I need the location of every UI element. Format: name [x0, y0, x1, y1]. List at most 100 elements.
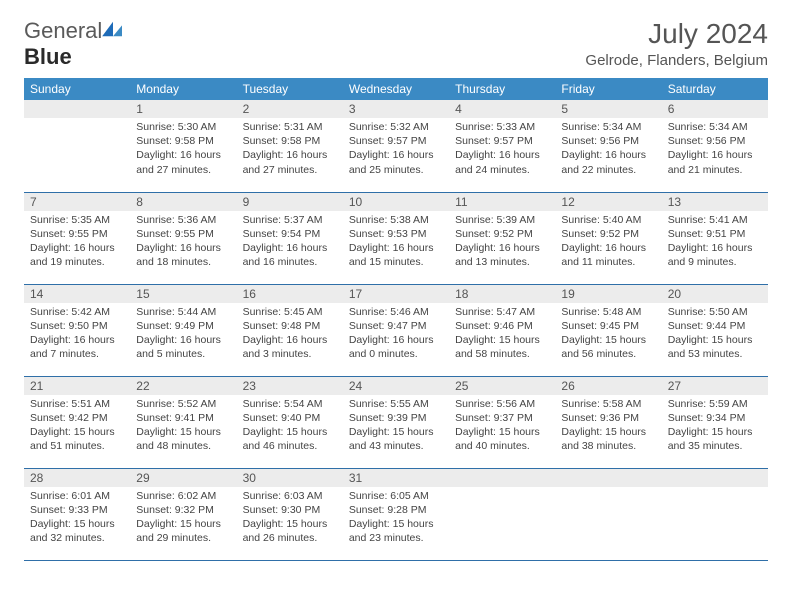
- sunrise-line: Sunrise: 5:40 AM: [561, 213, 655, 227]
- calendar-cell: 5Sunrise: 5:34 AMSunset: 9:56 PMDaylight…: [555, 100, 661, 192]
- day-body: Sunrise: 6:02 AMSunset: 9:32 PMDaylight:…: [130, 487, 236, 550]
- day-number: 8: [130, 193, 236, 211]
- weekday-header: Tuesday: [237, 78, 343, 100]
- day-body: Sunrise: 5:47 AMSunset: 9:46 PMDaylight:…: [449, 303, 555, 366]
- day-number: 29: [130, 469, 236, 487]
- day-body: Sunrise: 5:44 AMSunset: 9:49 PMDaylight:…: [130, 303, 236, 366]
- sunset-line: Sunset: 9:56 PM: [561, 134, 655, 148]
- title-block: July 2024 Gelrode, Flanders, Belgium: [585, 18, 768, 69]
- calendar-row: 1Sunrise: 5:30 AMSunset: 9:58 PMDaylight…: [24, 100, 768, 192]
- day-body: Sunrise: 5:52 AMSunset: 9:41 PMDaylight:…: [130, 395, 236, 458]
- day-number: 16: [237, 285, 343, 303]
- sunrise-line: Sunrise: 5:35 AM: [30, 213, 124, 227]
- sunset-line: Sunset: 9:47 PM: [349, 319, 443, 333]
- daylight-line: Daylight: 15 hours and 40 minutes.: [455, 425, 549, 453]
- sunset-line: Sunset: 9:55 PM: [30, 227, 124, 241]
- sunrise-line: Sunrise: 5:31 AM: [243, 120, 337, 134]
- location-text: Gelrode, Flanders, Belgium: [585, 52, 768, 69]
- sunset-line: Sunset: 9:32 PM: [136, 503, 230, 517]
- day-number: 13: [662, 193, 768, 211]
- day-number: 27: [662, 377, 768, 395]
- brand-logo: General Blue: [24, 18, 124, 70]
- day-number: 6: [662, 100, 768, 118]
- sunrise-line: Sunrise: 5:52 AM: [136, 397, 230, 411]
- daylight-line: Daylight: 15 hours and 46 minutes.: [243, 425, 337, 453]
- sunrise-line: Sunrise: 5:42 AM: [30, 305, 124, 319]
- sunrise-line: Sunrise: 5:37 AM: [243, 213, 337, 227]
- day-body: [555, 487, 661, 493]
- sunrise-line: Sunrise: 5:48 AM: [561, 305, 655, 319]
- day-body: Sunrise: 5:48 AMSunset: 9:45 PMDaylight:…: [555, 303, 661, 366]
- sunrise-line: Sunrise: 5:32 AM: [349, 120, 443, 134]
- sunset-line: Sunset: 9:34 PM: [668, 411, 762, 425]
- sunrise-line: Sunrise: 6:03 AM: [243, 489, 337, 503]
- calendar-cell: 4Sunrise: 5:33 AMSunset: 9:57 PMDaylight…: [449, 100, 555, 192]
- calendar-head: SundayMondayTuesdayWednesdayThursdayFrid…: [24, 78, 768, 100]
- sunset-line: Sunset: 9:53 PM: [349, 227, 443, 241]
- day-number: 25: [449, 377, 555, 395]
- calendar-cell: 31Sunrise: 6:05 AMSunset: 9:28 PMDayligh…: [343, 468, 449, 560]
- day-body: Sunrise: 6:05 AMSunset: 9:28 PMDaylight:…: [343, 487, 449, 550]
- day-number: 20: [662, 285, 768, 303]
- month-title: July 2024: [585, 18, 768, 50]
- day-body: Sunrise: 5:45 AMSunset: 9:48 PMDaylight:…: [237, 303, 343, 366]
- sunrise-line: Sunrise: 6:05 AM: [349, 489, 443, 503]
- sunrise-line: Sunrise: 5:33 AM: [455, 120, 549, 134]
- day-number: [449, 469, 555, 487]
- sunset-line: Sunset: 9:33 PM: [30, 503, 124, 517]
- calendar-cell: 12Sunrise: 5:40 AMSunset: 9:52 PMDayligh…: [555, 192, 661, 284]
- day-number: 2: [237, 100, 343, 118]
- day-body: [24, 118, 130, 124]
- day-body: Sunrise: 5:30 AMSunset: 9:58 PMDaylight:…: [130, 118, 236, 181]
- calendar-cell: 3Sunrise: 5:32 AMSunset: 9:57 PMDaylight…: [343, 100, 449, 192]
- daylight-line: Daylight: 16 hours and 5 minutes.: [136, 333, 230, 361]
- calendar-cell: 25Sunrise: 5:56 AMSunset: 9:37 PMDayligh…: [449, 376, 555, 468]
- brand-text: General Blue: [24, 18, 124, 70]
- day-number: [555, 469, 661, 487]
- day-number: 5: [555, 100, 661, 118]
- daylight-line: Daylight: 15 hours and 35 minutes.: [668, 425, 762, 453]
- daylight-line: Daylight: 15 hours and 32 minutes.: [30, 517, 124, 545]
- calendar-row: 7Sunrise: 5:35 AMSunset: 9:55 PMDaylight…: [24, 192, 768, 284]
- day-number: 10: [343, 193, 449, 211]
- day-number: 1: [130, 100, 236, 118]
- sunset-line: Sunset: 9:41 PM: [136, 411, 230, 425]
- calendar-cell: 11Sunrise: 5:39 AMSunset: 9:52 PMDayligh…: [449, 192, 555, 284]
- sunrise-line: Sunrise: 5:34 AM: [561, 120, 655, 134]
- sunset-line: Sunset: 9:48 PM: [243, 319, 337, 333]
- sunset-line: Sunset: 9:30 PM: [243, 503, 337, 517]
- day-body: Sunrise: 6:01 AMSunset: 9:33 PMDaylight:…: [24, 487, 130, 550]
- day-number: 17: [343, 285, 449, 303]
- sunrise-line: Sunrise: 5:59 AM: [668, 397, 762, 411]
- calendar-cell: [449, 468, 555, 560]
- daylight-line: Daylight: 16 hours and 27 minutes.: [243, 148, 337, 176]
- day-number: 31: [343, 469, 449, 487]
- calendar-row: 28Sunrise: 6:01 AMSunset: 9:33 PMDayligh…: [24, 468, 768, 560]
- calendar-cell: [555, 468, 661, 560]
- day-body: Sunrise: 5:51 AMSunset: 9:42 PMDaylight:…: [24, 395, 130, 458]
- calendar-cell: 17Sunrise: 5:46 AMSunset: 9:47 PMDayligh…: [343, 284, 449, 376]
- sunset-line: Sunset: 9:55 PM: [136, 227, 230, 241]
- daylight-line: Daylight: 16 hours and 16 minutes.: [243, 241, 337, 269]
- day-body: Sunrise: 5:37 AMSunset: 9:54 PMDaylight:…: [237, 211, 343, 274]
- day-body: Sunrise: 5:34 AMSunset: 9:56 PMDaylight:…: [555, 118, 661, 181]
- day-body: Sunrise: 5:33 AMSunset: 9:57 PMDaylight:…: [449, 118, 555, 181]
- calendar-cell: 10Sunrise: 5:38 AMSunset: 9:53 PMDayligh…: [343, 192, 449, 284]
- daylight-line: Daylight: 16 hours and 27 minutes.: [136, 148, 230, 176]
- day-body: Sunrise: 5:55 AMSunset: 9:39 PMDaylight:…: [343, 395, 449, 458]
- calendar-cell: 24Sunrise: 5:55 AMSunset: 9:39 PMDayligh…: [343, 376, 449, 468]
- brand-part2: Blue: [24, 44, 72, 69]
- day-number: 7: [24, 193, 130, 211]
- sunrise-line: Sunrise: 5:46 AM: [349, 305, 443, 319]
- daylight-line: Daylight: 15 hours and 56 minutes.: [561, 333, 655, 361]
- calendar-cell: 9Sunrise: 5:37 AMSunset: 9:54 PMDaylight…: [237, 192, 343, 284]
- sunset-line: Sunset: 9:36 PM: [561, 411, 655, 425]
- day-number: 26: [555, 377, 661, 395]
- daylight-line: Daylight: 15 hours and 48 minutes.: [136, 425, 230, 453]
- weekday-header: Monday: [130, 78, 236, 100]
- sunset-line: Sunset: 9:54 PM: [243, 227, 337, 241]
- daylight-line: Daylight: 16 hours and 7 minutes.: [30, 333, 124, 361]
- weekday-header: Friday: [555, 78, 661, 100]
- daylight-line: Daylight: 15 hours and 53 minutes.: [668, 333, 762, 361]
- sunset-line: Sunset: 9:37 PM: [455, 411, 549, 425]
